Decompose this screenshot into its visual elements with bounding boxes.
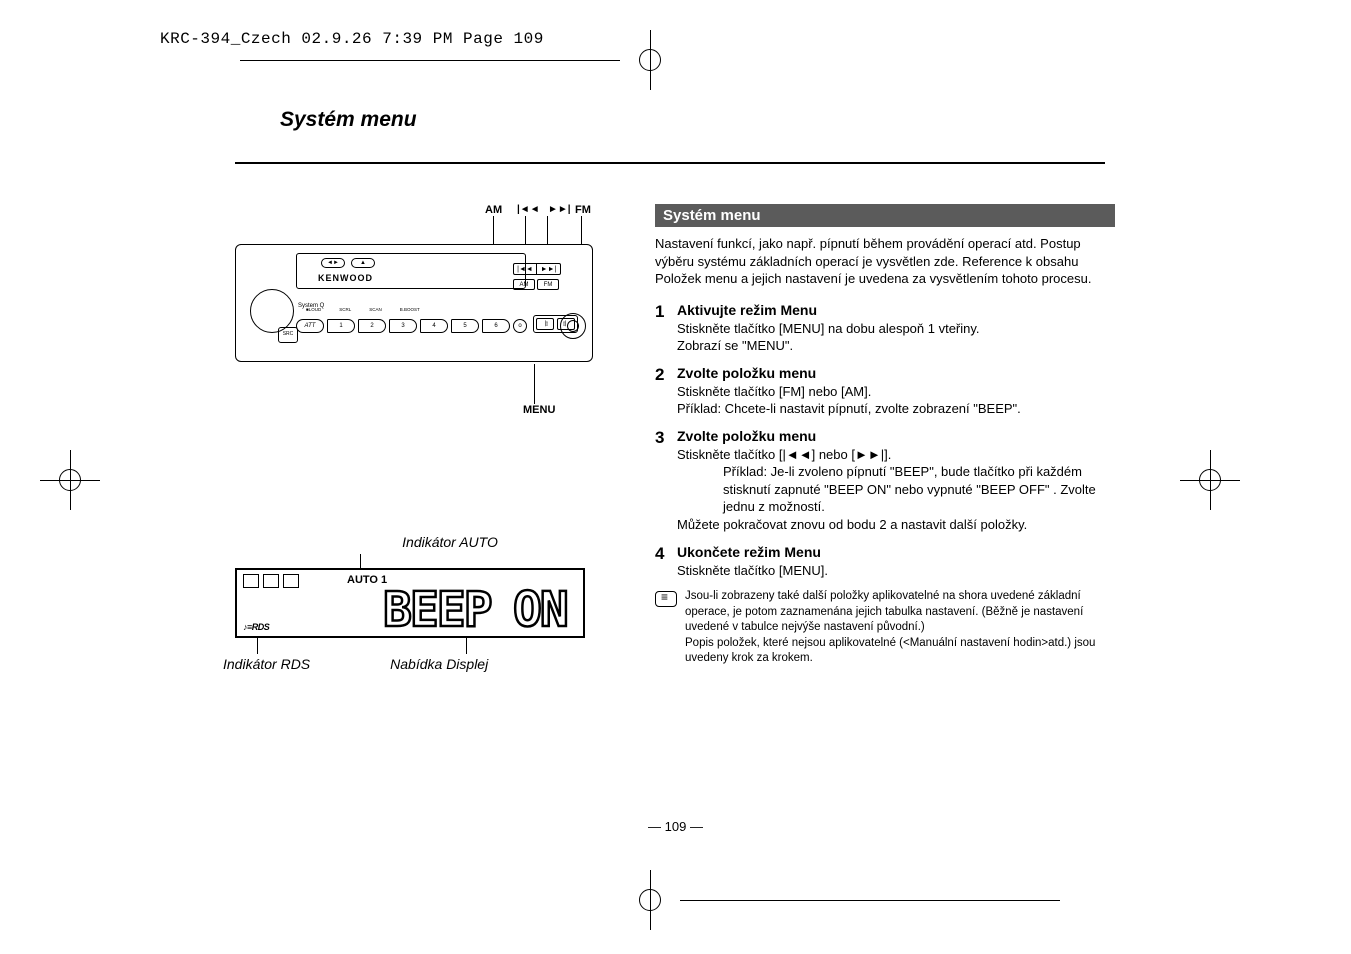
nabidka-label: Nabídka Displej (390, 656, 488, 672)
page-title: Systém menu (280, 108, 1105, 132)
step-1: 1 Aktivujte režim Menu Stiskněte tlačítk… (655, 302, 1115, 355)
lcd-example: Indikátor AUTO ♪≡RDS AUTO 1 BEEP ON (235, 534, 595, 672)
indicator-rds-label: Indikátor RDS (223, 656, 310, 672)
step-2: 2 Zvolte položku menu Stiskněte tlačítko… (655, 365, 1115, 418)
disc-button: ▲ (351, 258, 375, 268)
rds-indicator: ♪≡RDS (243, 622, 269, 632)
step-line: Stiskněte tlačítko [MENU] na dobu alespo… (677, 320, 1115, 338)
radio-diagram: AM |◄◄ ►►| FM ◄► ▲ KENWOOD (235, 204, 595, 434)
step-number: 3 (655, 428, 677, 534)
crop-mark-left (40, 450, 100, 510)
step-line: Příklad: Chcete-li nastavit pípnutí, zvo… (677, 400, 1115, 418)
page-number: — 109 — (0, 819, 1351, 834)
lcd-display: ♪≡RDS AUTO 1 BEEP ON (235, 568, 585, 638)
eject-button: ◄► (321, 258, 345, 268)
o-button: o (513, 319, 527, 333)
step-title: Zvolte položku menu (677, 428, 1115, 444)
preset-1: 1 (327, 319, 355, 333)
lcd-icon-2 (263, 574, 279, 588)
indicator-auto-label: Indikátor AUTO (305, 534, 595, 550)
fm-button: FM (537, 279, 559, 290)
step-title: Ukončete režim Menu (677, 544, 1115, 560)
crop-mark-right (1180, 450, 1240, 510)
preset-3: 3 (389, 319, 417, 333)
label-skip: |◄◄ ►►| (517, 204, 571, 215)
tiny-labels: ■LOUD SCRL SCAN B.BOOST (306, 307, 420, 312)
preset-6: 6 (482, 319, 510, 333)
step-3: 3 Zvolte položku menu Stiskněte tlačítko… (655, 428, 1115, 534)
step-line: Stiskněte tlačítko [MENU]. (677, 562, 1115, 580)
print-header: KRC-394_Czech 02.9.26 7:39 PM Page 109 (160, 30, 1231, 48)
svg-text:BEEP: BEEP (383, 582, 491, 634)
am-button: AM (513, 279, 535, 290)
audio-knob (560, 313, 586, 339)
label-menu: MENU (523, 404, 555, 416)
brand-label: KENWOOD (318, 273, 373, 283)
note-text: Jsou-li zobrazeny také další položky apl… (685, 589, 1115, 667)
step-after: Můžete pokračovat znovu od bodu 2 a nast… (677, 516, 1115, 534)
step-line: Stiskněte tlačítko [|◄◄] nebo [►►|]. (677, 446, 1115, 464)
segment-text: BEEP ON (383, 580, 583, 638)
step-number: 2 (655, 365, 677, 418)
preset-4: 4 (420, 319, 448, 333)
lcd-icon-1 (243, 574, 259, 588)
intro-text: Nastavení funkcí, jako např. pípnutí běh… (655, 235, 1115, 288)
note-icon (655, 591, 677, 607)
src-button: SRC (278, 327, 298, 343)
preset-5: 5 (451, 319, 479, 333)
crop-mark-top (620, 30, 680, 90)
att-button: ATT (296, 319, 324, 333)
radio-faceplate: ◄► ▲ KENWOOD System Q |◄◄ ►►| AM FM SRC (235, 244, 593, 362)
lcd-icon-3 (283, 574, 299, 588)
section-header: Systém menu (655, 204, 1115, 227)
step-title: Aktivujte režim Menu (677, 302, 1115, 318)
step-number: 4 (655, 544, 677, 580)
skip-buttons: |◄◄ ►►| (513, 263, 561, 275)
svg-text:ON: ON (513, 582, 567, 634)
auto1-indicator: AUTO 1 (347, 574, 387, 586)
step-4: 4 Ukončete režim Menu Stiskněte tlačítko… (655, 544, 1115, 580)
step-sub: Příklad: Je-li zvoleno pípnutí "BEEP", b… (677, 463, 1115, 516)
note: Jsou-li zobrazeny také další položky apl… (655, 589, 1115, 667)
step-number: 1 (655, 302, 677, 355)
label-fm: FM (575, 204, 591, 216)
crop-mark-bottom (620, 870, 680, 930)
step-line: Zobrazí se "MENU". (677, 337, 1115, 355)
label-am: AM (485, 204, 502, 216)
step-line: Stiskněte tlačítko [FM] nebo [AM]. (677, 383, 1115, 401)
preset-2: 2 (358, 319, 386, 333)
step-title: Zvolte položku menu (677, 365, 1115, 381)
